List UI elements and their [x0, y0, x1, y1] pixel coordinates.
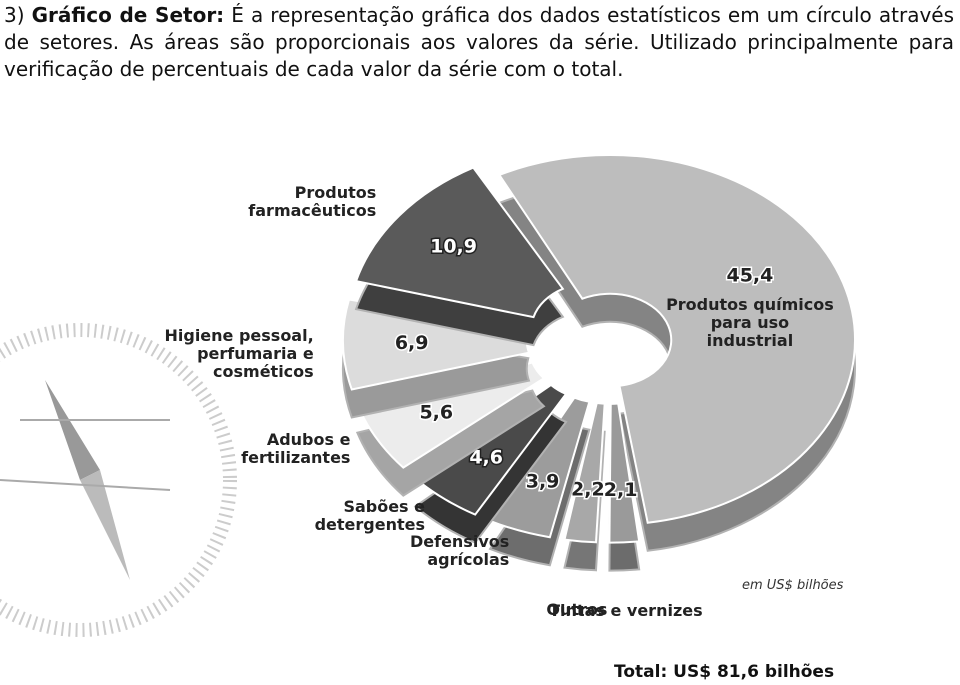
- value-label: 2,2: [571, 478, 605, 500]
- category-label: Produtos químicos para uso industrial: [666, 294, 834, 350]
- slice: [608, 402, 641, 572]
- slice-top: [497, 154, 856, 524]
- slice-top: [608, 402, 641, 544]
- value-label: 6,9: [395, 332, 429, 354]
- slice: [354, 166, 565, 347]
- term: Gráfico de Setor:: [31, 3, 225, 27]
- category-label: Outros: [546, 600, 608, 620]
- chart-total: Total: US$ 81,6 bilhões: [614, 662, 835, 682]
- category-label: Tintas e vernizes: [549, 601, 703, 621]
- slice: [563, 401, 606, 572]
- slice-top: [342, 298, 531, 391]
- category-label: Sabões e detergentes: [314, 496, 425, 534]
- category-label: Adubos e fertilizantes: [241, 429, 351, 467]
- value-label: 3,9: [526, 470, 560, 492]
- category-label: Produtos farmacêuticos: [248, 182, 377, 220]
- slice-side: [355, 389, 546, 497]
- value-label: 5,6: [419, 401, 453, 423]
- slice-top: [354, 166, 565, 319]
- paragraph: 3) Gráfico de Setor: É a representação g…: [4, 2, 954, 83]
- text: É a representação gráfica dos dados esta…: [4, 3, 955, 81]
- slice: [342, 298, 531, 419]
- category-label: Defensivos agrícolas: [409, 532, 510, 570]
- number: 3): [4, 3, 25, 27]
- value-label: 45,4: [726, 264, 773, 286]
- chart-note: em US$ bilhões: [742, 578, 844, 593]
- value-label: 2,1: [604, 479, 638, 501]
- slice-top: [563, 401, 606, 544]
- compass: [0, 323, 237, 637]
- category-label: Higiene pessoal, perfumaria e cosméticos: [164, 326, 314, 382]
- slice: [497, 154, 856, 552]
- value-label: 10,9: [430, 236, 477, 258]
